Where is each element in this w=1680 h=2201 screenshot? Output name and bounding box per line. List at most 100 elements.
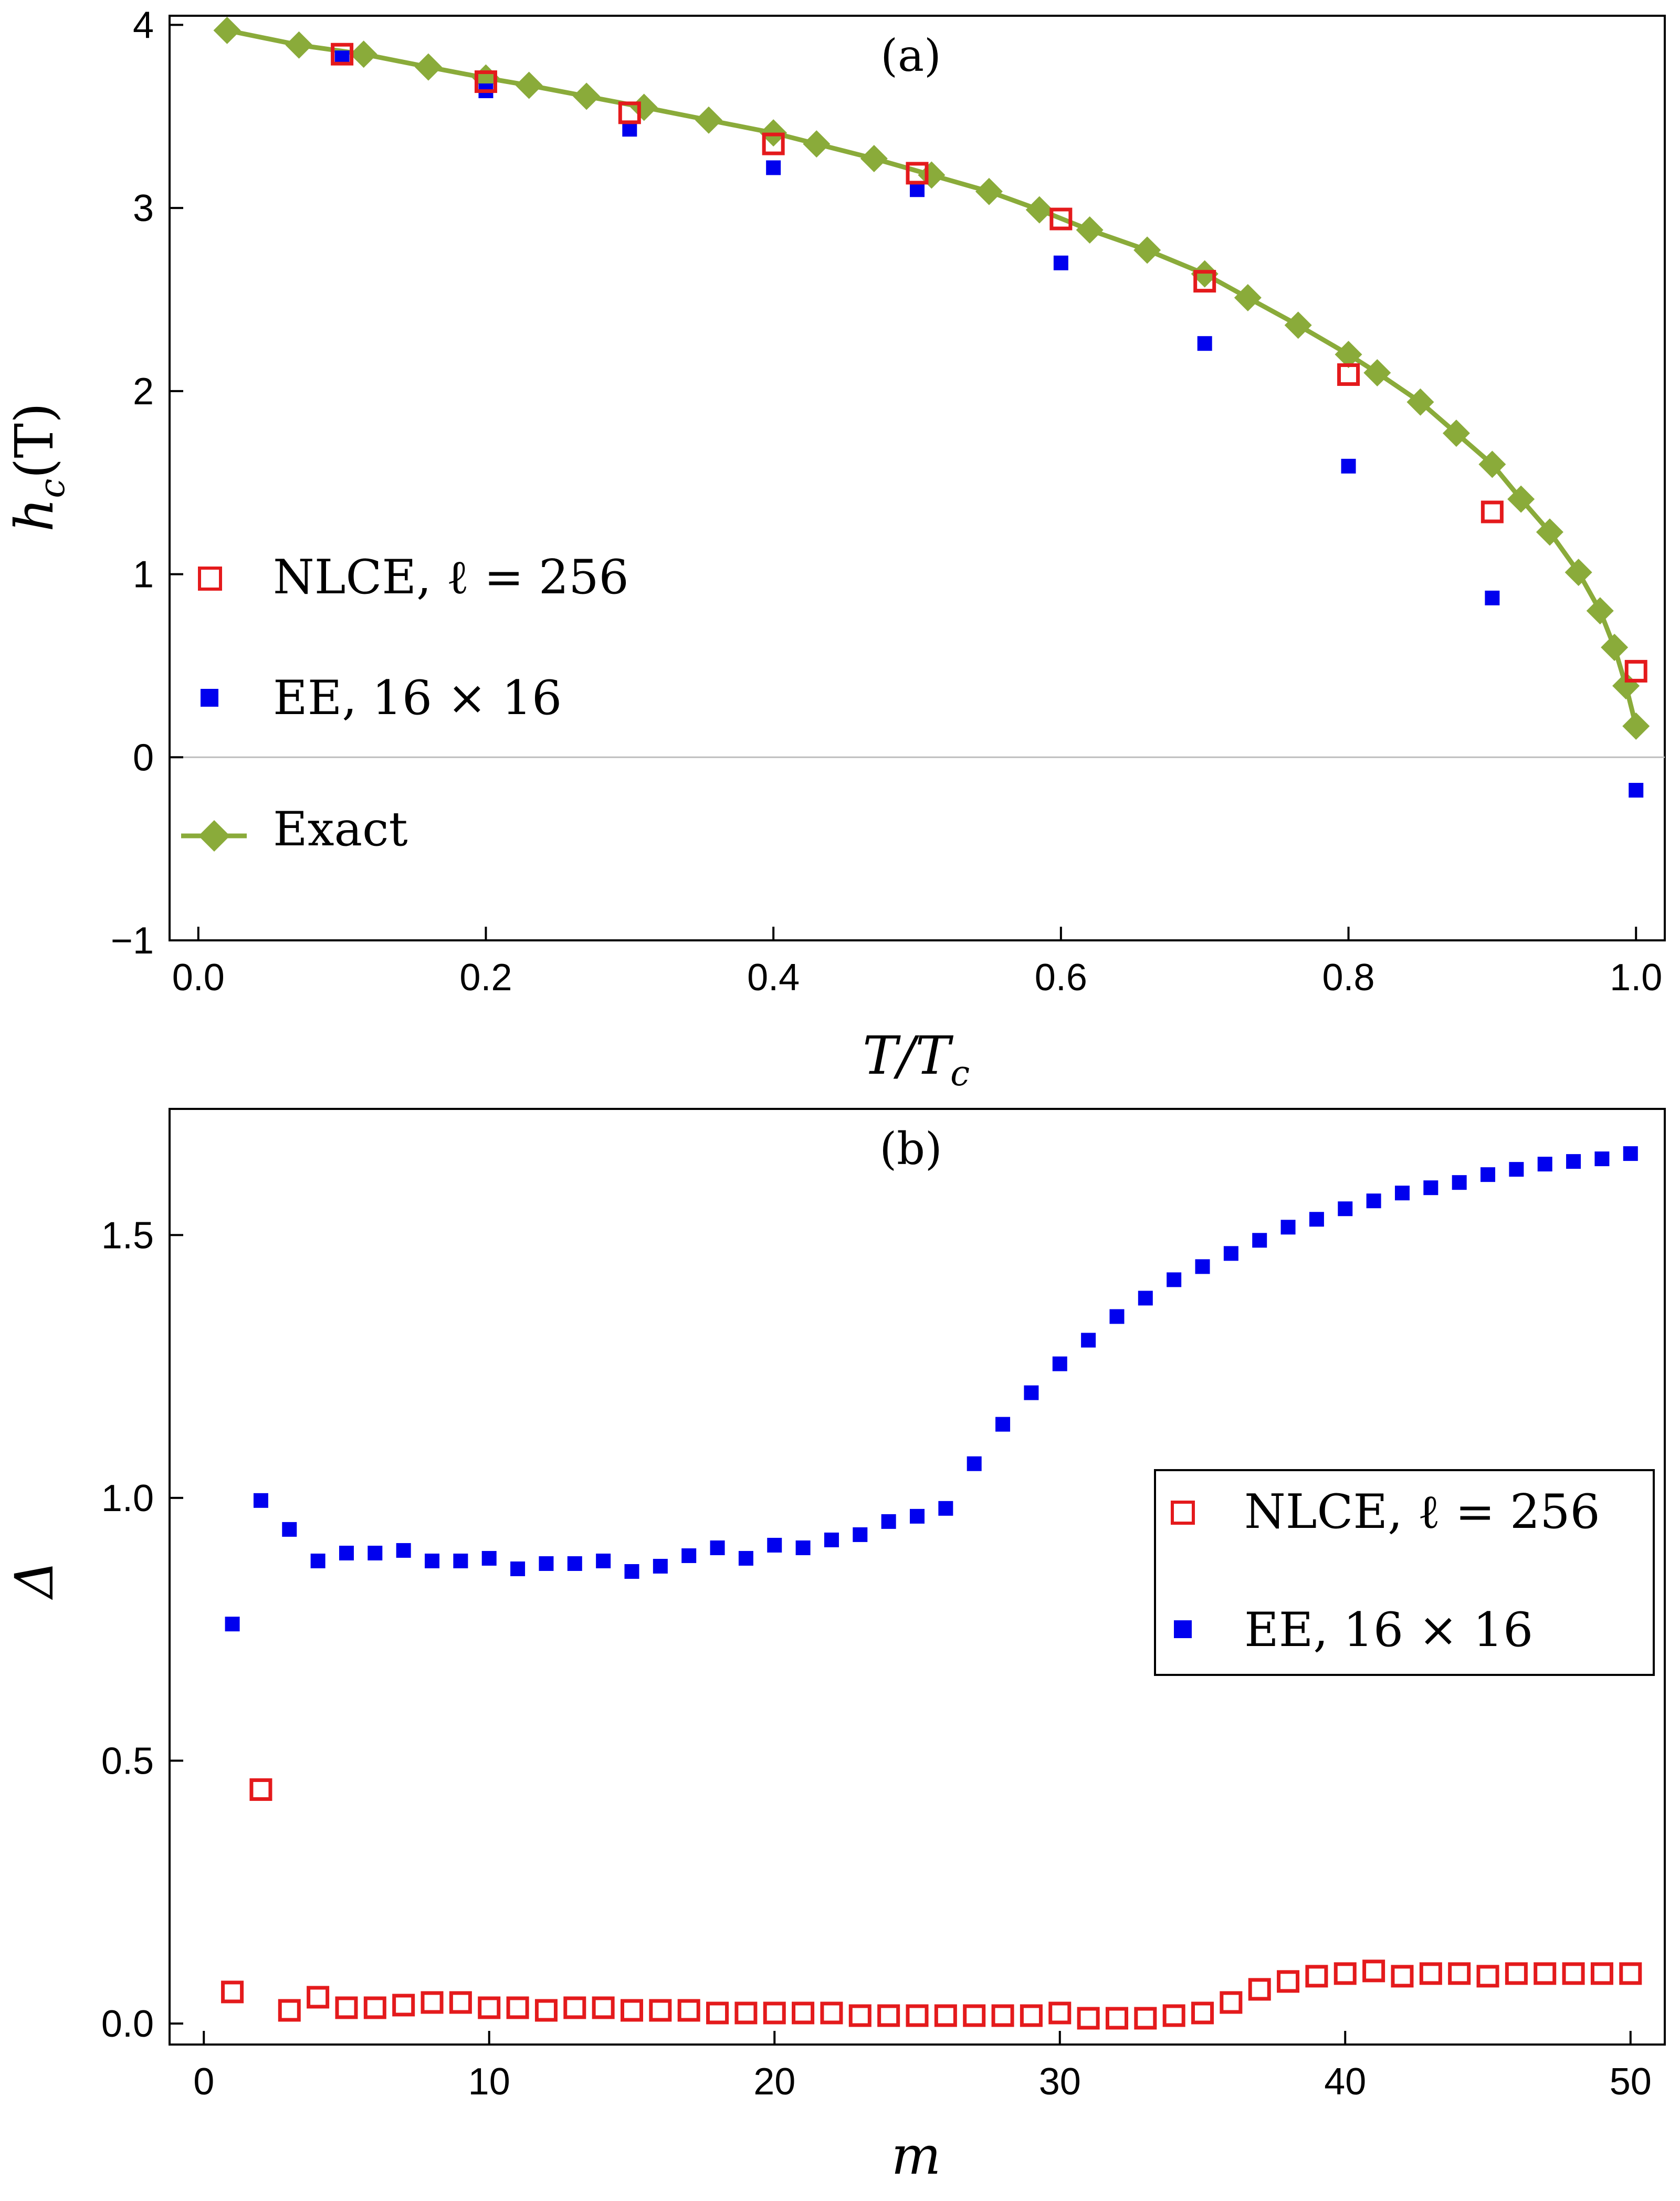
exact-point — [1191, 260, 1219, 288]
ee-point — [539, 1556, 554, 1571]
ee-point — [1366, 1193, 1381, 1209]
y-tick-label: 0 — [133, 737, 154, 779]
exact-point — [350, 40, 377, 68]
ee-point — [824, 1532, 839, 1547]
nlce-point — [820, 2001, 843, 2025]
panel-b-x-axis-title: m — [891, 2125, 941, 2186]
panel-b-y-axis-title: Δ — [4, 1560, 65, 1600]
exact-point — [1363, 359, 1391, 386]
nlce-point — [363, 1996, 386, 2019]
x-tick-label: 0.2 — [459, 957, 512, 999]
nlce-point — [474, 70, 497, 93]
nlce-point — [677, 1999, 700, 2022]
exact-point — [1234, 284, 1262, 312]
x-tick-label: 30 — [1039, 2061, 1081, 2103]
ee-point — [881, 1514, 896, 1529]
panel-b-x-ticks: 0 10 20 30 40 50 — [193, 2031, 1652, 2103]
panel-a-y-ticks: −1 0 1 2 3 4 — [111, 4, 183, 962]
ee-point — [910, 1508, 925, 1524]
ee-point — [653, 1558, 668, 1574]
ee-point — [1138, 1291, 1153, 1306]
nlce-point — [1277, 1970, 1300, 1993]
exact-point — [975, 177, 1003, 205]
ee-point — [767, 1537, 782, 1553]
exact-point — [1507, 485, 1535, 513]
ee-point — [282, 1522, 297, 1537]
panel-a-x-ticks: 0.0 0.2 0.4 0.6 0.8 1.0 — [172, 927, 1662, 999]
nlce-point — [331, 43, 354, 66]
ee-point — [596, 1553, 611, 1568]
ee-point — [1485, 590, 1500, 605]
legend-b-nlce-marker — [1171, 1501, 1195, 1525]
y-tick-label: −1 — [111, 920, 154, 962]
panel-a-y-axis-title: hc(T) — [4, 403, 72, 532]
legend-a-ee-label: EE, 16 × 16 — [273, 670, 562, 726]
panel-a-chart: 0.0 0.2 0.4 0.6 0.8 1.0 −1 0 1 2 3 4 (a) NLCE, ℓ =… — [4, 4, 1666, 1094]
y-tick-label: 0.0 — [101, 2003, 154, 2045]
legend-b-ee-label: EE, 16 × 16 — [1244, 1602, 1533, 1658]
nlce-point — [1248, 1978, 1271, 2001]
nlce-point — [421, 1991, 444, 2014]
ee-point — [624, 1564, 639, 1579]
panel-b-markers — [221, 1146, 1642, 2030]
x-tick-label: 50 — [1610, 2061, 1652, 2103]
exact-point — [1406, 388, 1434, 416]
exact-point — [1442, 420, 1470, 447]
exact-point — [1284, 311, 1312, 339]
ee-point — [368, 1545, 383, 1560]
legend-b-nlce-label: NLCE, ℓ = 256 — [1244, 1484, 1600, 1539]
nlce-point — [1077, 2007, 1100, 2030]
panel-b-tag: (b) — [879, 1123, 942, 1175]
x-tick-label: 20 — [753, 2061, 795, 2103]
nlce-point — [335, 1996, 358, 2019]
exact-point — [1564, 559, 1592, 586]
ee-point — [1252, 1233, 1267, 1248]
nlce-point — [618, 101, 641, 124]
y-tick-label: 0.5 — [101, 1740, 154, 1782]
nlce-point — [1562, 1962, 1585, 1985]
ee-point — [1452, 1175, 1467, 1190]
nlce-point — [1162, 2004, 1185, 2027]
y-tick-label: 2 — [133, 371, 154, 413]
x-tick-label: 1.0 — [1610, 957, 1662, 999]
nlce-point — [1534, 1962, 1557, 1985]
ee-point — [1109, 1309, 1125, 1324]
nlce-point — [763, 2001, 786, 2025]
ee-point — [253, 1493, 268, 1508]
panel-a-markers — [213, 16, 1650, 798]
ee-point — [396, 1543, 411, 1558]
nlce-point — [620, 1999, 643, 2022]
x-tick-label: 10 — [468, 2061, 510, 2103]
nlce-point — [563, 1996, 586, 2019]
ee-point — [1167, 1272, 1182, 1287]
ee-point — [310, 1553, 326, 1568]
ee-point — [995, 1417, 1011, 1432]
nlce-point — [734, 2001, 758, 2025]
ee-point — [938, 1501, 953, 1516]
ee-point — [1223, 1246, 1238, 1261]
ee-point — [453, 1553, 468, 1568]
nlce-point — [1334, 1962, 1357, 1985]
nlce-point — [649, 1999, 672, 2022]
nlce-point — [934, 2004, 957, 2027]
ee-point — [1197, 336, 1212, 351]
ee-point — [225, 1617, 240, 1632]
legend-b-ee-marker — [1174, 1620, 1192, 1638]
ee-point — [1053, 255, 1068, 270]
legend-a-exact-marker — [198, 820, 230, 852]
panel-b-legend-box — [1154, 1469, 1655, 1676]
nlce-point — [1134, 2007, 1157, 2030]
exact-point — [414, 53, 442, 81]
nlce-point — [592, 1996, 615, 2019]
nlce-point — [991, 2004, 1014, 2027]
exact-point — [860, 144, 888, 172]
nlce-point — [1480, 500, 1504, 523]
nlce-point — [1448, 1962, 1471, 1985]
exact-point — [695, 106, 722, 134]
nlce-point — [762, 132, 785, 155]
ee-point — [510, 1561, 526, 1576]
panel-a-x-axis-title: T/Tc — [863, 1025, 970, 1094]
nlce-point — [1590, 1962, 1613, 1985]
nlce-point — [1505, 1962, 1528, 1985]
